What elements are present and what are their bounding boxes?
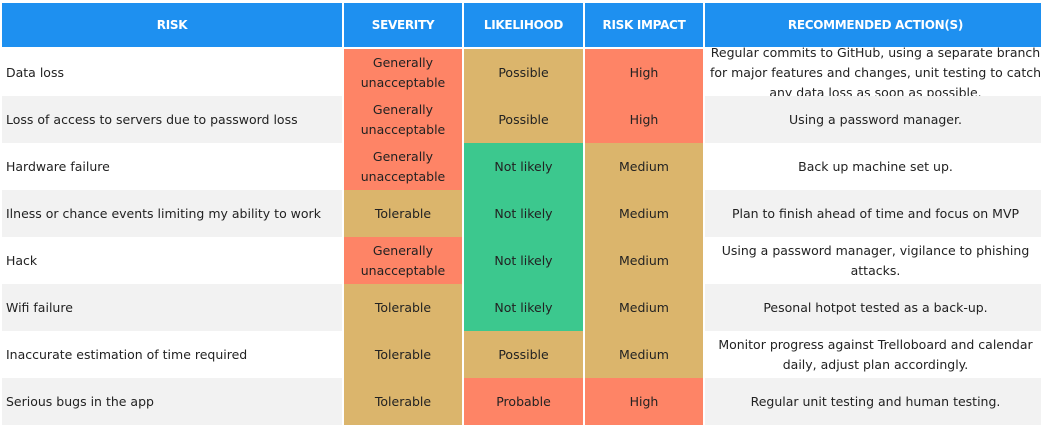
cell-action: Using a password manager. [705,96,1041,143]
cell-impact: High [585,49,703,96]
cell-action: Plan to finish ahead of time and focus o… [705,190,1041,237]
cell-risk: Data loss [2,49,342,96]
cell-impact: Medium [585,143,703,190]
cell-severity: Generally unacceptable [344,237,462,284]
header-likelihood: LIKELIHOOD [464,3,583,49]
cell-likelihood: Not likely [464,284,583,331]
cell-action: Pesonal hotpot tested as a back-up. [705,284,1041,331]
cell-severity: Generally unacceptable [344,96,462,143]
cell-risk: Hack [2,237,342,284]
cell-severity: Tolerable [344,190,462,237]
header-action: RECOMMENDED ACTION(S) [705,3,1041,49]
cell-risk: Wifi failure [2,284,342,331]
cell-action: Regular unit testing and human testing. [705,378,1041,425]
header-severity: SEVERITY [344,3,462,49]
cell-likelihood: Possible [464,331,583,378]
cell-likelihood: Not likely [464,143,583,190]
cell-risk: Ilness or chance events limiting my abil… [2,190,342,237]
cell-likelihood: Not likely [464,237,583,284]
header-impact: RISK IMPACT [585,3,703,49]
cell-impact: Medium [585,284,703,331]
cell-risk: Inaccurate estimation of time required [2,331,342,378]
header-risk: RISK [2,3,342,49]
cell-severity: Tolerable [344,331,462,378]
cell-impact: Medium [585,237,703,284]
cell-impact: High [585,378,703,425]
cell-risk: Serious bugs in the app [2,378,342,425]
cell-risk: Loss of access to servers due to passwor… [2,96,342,143]
cell-severity: Tolerable [344,284,462,331]
cell-action: Monitor progress against Trelloboard and… [705,331,1041,378]
cell-severity: Tolerable [344,378,462,425]
cell-impact: Medium [585,331,703,378]
cell-likelihood: Not likely [464,190,583,237]
cell-action: Regular commits to GitHub, using a separ… [705,45,1041,100]
cell-action: Back up machine set up. [705,143,1041,190]
cell-likelihood: Probable [464,378,583,425]
cell-severity: Generally unacceptable [344,143,462,190]
cell-severity: Generally unacceptable [344,49,462,96]
cell-risk: Hardware failure [2,143,342,190]
cell-impact: Medium [585,190,703,237]
cell-likelihood: Possible [464,49,583,96]
cell-impact: High [585,96,703,143]
cell-action: Using a password manager, vigilance to p… [705,237,1041,284]
cell-likelihood: Possible [464,96,583,143]
